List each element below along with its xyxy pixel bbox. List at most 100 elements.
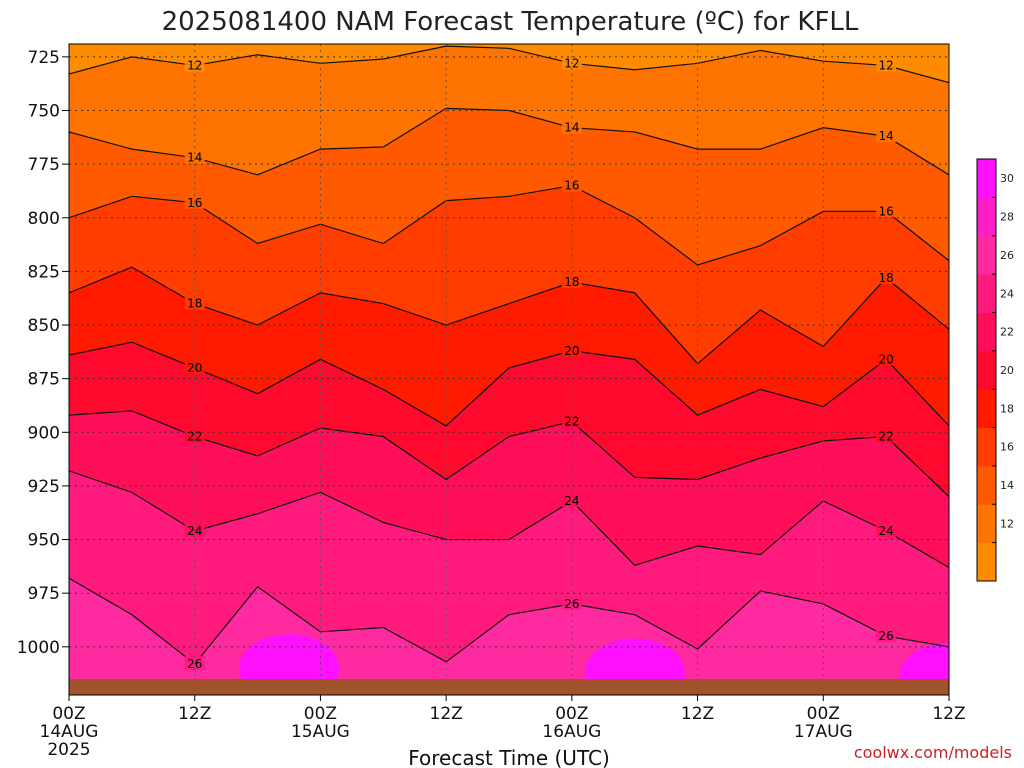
- colorbar-label: 12: [1000, 517, 1014, 530]
- contour-20: [69, 341, 949, 427]
- contour-label-bg: [561, 342, 582, 357]
- x-tick-label: 00Z: [807, 704, 840, 724]
- y-tick-label: 900: [28, 423, 60, 443]
- colorbar-label: 22: [1000, 326, 1014, 339]
- colorbar-swatch: [977, 274, 996, 313]
- colorbar-label: 20: [1000, 364, 1014, 377]
- contour-label-bg: [561, 492, 582, 507]
- colorbar-label: 26: [1000, 249, 1014, 262]
- colorbar-label: 30: [1000, 172, 1014, 185]
- x-tick-label: 12Z: [178, 704, 211, 724]
- x-tick-label: 00Z: [304, 704, 337, 724]
- warm-core-3: [899, 642, 949, 679]
- colorbar-swatch: [977, 389, 996, 429]
- plot-frame: [68, 43, 950, 696]
- contour-label-bg: [184, 359, 205, 374]
- x-tick-year: 2025: [47, 740, 90, 760]
- contour-label-14: 14: [187, 151, 202, 165]
- contour-16: [69, 184, 949, 266]
- contour-label-12: 12: [187, 58, 202, 72]
- contour-label-22: 22: [187, 430, 202, 444]
- contour-label-bg: [561, 119, 582, 134]
- contour-label-14: 14: [879, 129, 894, 143]
- y-tick-label: 850: [28, 316, 60, 336]
- y-tick-label: 825: [28, 262, 60, 282]
- y-axis: 725 750 775 800 825 850 875 900 925 950 975 1000: [17, 48, 69, 658]
- x-tick-date: 17AUG: [794, 722, 853, 742]
- colorbar-swatch: [977, 159, 996, 198]
- x-tick-label: 00Z: [52, 704, 85, 724]
- colorbar-swatch: [977, 504, 996, 544]
- x-tick-label: 00Z: [555, 704, 588, 724]
- x-axis-label: Forecast Time (UTC): [408, 746, 610, 768]
- contour-label-bg: [876, 128, 897, 143]
- contour-22: [69, 410, 949, 498]
- colorbar-swatch: [977, 350, 996, 390]
- contour-label-22: 22: [879, 430, 894, 444]
- colorbar-swatch: [977, 235, 996, 275]
- contour-label-22: 22: [564, 415, 579, 429]
- contour-label-16: 16: [879, 204, 894, 218]
- y-tick-label: 875: [28, 370, 60, 390]
- colorbar-label: 28: [1000, 211, 1014, 224]
- colorbar: 12 14 16 18 20 22 24 26 28 30: [976, 158, 1014, 582]
- contour-label-20: 20: [879, 352, 894, 366]
- y-tick-label: 975: [28, 584, 60, 604]
- contour-label-16: 16: [187, 196, 202, 210]
- colorbar-swatch: [977, 197, 996, 237]
- y-tick-label: 950: [28, 531, 60, 551]
- contour-12: [69, 45, 949, 84]
- colorbar-swatch: [977, 542, 996, 582]
- y-tick-label: 1000: [17, 638, 60, 658]
- contour-14: [69, 107, 949, 176]
- contour-label-24: 24: [879, 524, 894, 538]
- x-tick-date: 15AUG: [291, 722, 350, 742]
- contour-label-26: 26: [879, 629, 894, 643]
- contour-label-bg: [876, 351, 897, 366]
- contour-label-bg: [561, 413, 582, 428]
- colorbar-label: 14: [1000, 479, 1014, 492]
- contour-label-bg: [561, 177, 582, 192]
- contour-label-14: 14: [564, 121, 579, 135]
- x-tick-label: 12Z: [681, 704, 714, 724]
- contour-label-20: 20: [187, 361, 202, 375]
- contour-26: [69, 577, 949, 665]
- y-tick-label: 750: [28, 102, 60, 122]
- y-tick-label: 725: [28, 48, 60, 68]
- x-tick-label: 12Z: [430, 704, 463, 724]
- colorbar-label: 16: [1000, 441, 1014, 454]
- grid-layer: [69, 44, 949, 695]
- contour-label-bg: [876, 57, 897, 72]
- chart-title: 2025081400 NAM Forecast Temperature (ºC)…: [162, 7, 859, 37]
- ground-band: [69, 679, 949, 695]
- warm-core-2: [584, 638, 685, 679]
- contour-label-bg: [561, 274, 582, 289]
- contour-label-bg: [184, 149, 205, 164]
- colorbar-swatch: [977, 312, 996, 352]
- contour-label-bg: [876, 628, 897, 643]
- contour-label-bg: [184, 57, 205, 72]
- x-tick-date: 16AUG: [542, 722, 601, 742]
- x-tick-label: 12Z: [932, 704, 965, 724]
- x-tick-date: 14AUG: [40, 722, 99, 742]
- contour-label-18: 18: [564, 275, 579, 289]
- contour-label-bg: [876, 522, 897, 537]
- colorbar-frame: [976, 158, 997, 582]
- y-tick-label: 800: [28, 209, 60, 229]
- colorbar-label: 18: [1000, 402, 1014, 415]
- contour-label-bg: [876, 269, 897, 284]
- colorbar-swatch: [977, 465, 996, 505]
- contour-label-12: 12: [879, 58, 894, 72]
- credit-link[interactable]: coolwx.com/models: [854, 743, 1012, 762]
- contour-24: [69, 470, 949, 568]
- contour-18: [69, 266, 949, 365]
- warm-core-1: [239, 634, 339, 679]
- colorbar-swatch: [977, 427, 996, 467]
- contour-label-16: 16: [564, 179, 579, 193]
- colorbar-label: 24: [1000, 287, 1014, 300]
- y-tick-label: 775: [28, 155, 60, 175]
- y-tick-label: 925: [28, 477, 60, 497]
- temperature-fill-layer: [69, 44, 949, 679]
